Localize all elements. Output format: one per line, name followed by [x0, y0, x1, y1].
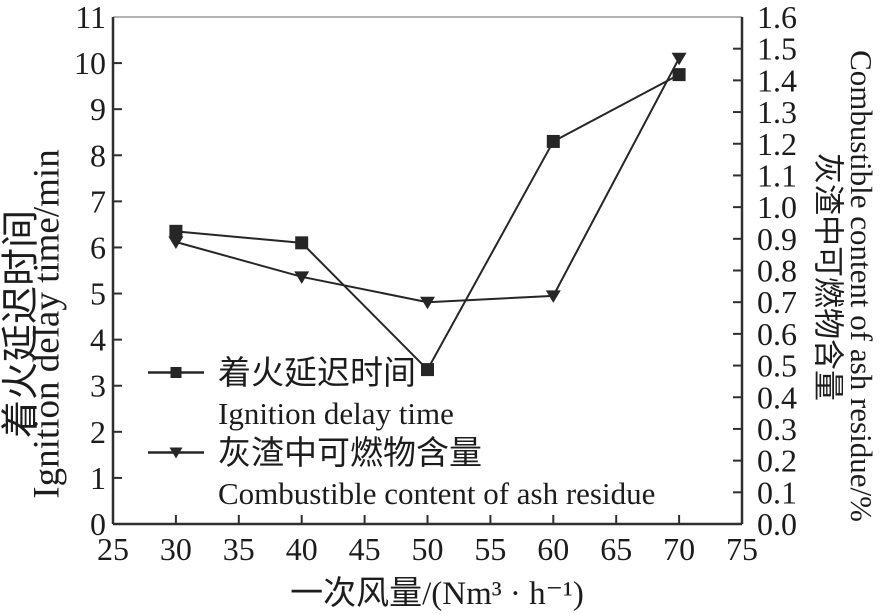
triangle-down-marker	[545, 290, 561, 303]
y-left-tick-label: 4	[90, 322, 106, 358]
legend-label-zh: 着火延迟时间	[218, 356, 416, 392]
legend-entry-combustible-content: 灰渣中可燃物含量 Combustible content of ash resi…	[148, 434, 655, 514]
y-left-tick-label: 8	[90, 137, 106, 173]
legend-text: 着火延迟时间 Ignition delay time	[218, 354, 454, 434]
y-right-tick-label: 0.2	[757, 443, 797, 479]
x-axis-title: 一次风量/(Nm³ · h⁻¹)	[290, 576, 584, 612]
x-tick-label: 25	[97, 531, 129, 567]
y-axis-title-right-en: Combustible content of ash residue/%	[844, 50, 879, 522]
y-left-tick-label: 2	[90, 414, 106, 450]
triangle-down-marker	[671, 52, 687, 66]
x-tick-label: 55	[474, 531, 506, 567]
y-axis-title-left-en: Ignition delay time/min	[26, 149, 68, 499]
y-right-tick-label: 0.5	[757, 348, 797, 384]
legend: 着火延迟时间 Ignition delay time 灰渣中可燃物含量 Comb…	[148, 354, 655, 514]
y-right-tick-label: 0.4	[757, 379, 797, 415]
y-right-tick-label: 1.6	[757, 0, 797, 35]
y-right-tick-label: 1.3	[757, 94, 797, 130]
triangle-down-marker	[420, 296, 435, 310]
y-left-tick-label: 9	[90, 91, 106, 127]
y-left-tick-label: 5	[90, 276, 106, 312]
y-right-tick-label: 0.8	[757, 253, 797, 289]
legend-triangle-marker-icon	[148, 447, 204, 459]
x-tick-label: 50	[412, 531, 444, 567]
legend-text: 灰渣中可燃物含量 Combustible content of ash resi…	[218, 434, 655, 514]
y-left-tick-label: 6	[90, 229, 106, 265]
x-tick-label: 35	[223, 531, 255, 567]
y-right-tick-label: 0.6	[757, 316, 797, 352]
triangle-down-marker	[294, 271, 310, 284]
legend-square-marker-icon	[148, 367, 204, 378]
y-right-tick-label: 1.1	[757, 157, 797, 193]
y-left-tick-label: 10	[74, 45, 106, 81]
y-left-tick-label: 7	[90, 183, 106, 219]
square-marker	[672, 68, 686, 82]
triangle-down-marker	[168, 236, 184, 249]
y-right-tick-label: 0.3	[757, 411, 797, 447]
x-tick-label: 40	[286, 531, 318, 567]
y-right-tick-label: 1.5	[757, 31, 797, 67]
y-right-tick-label: 0.0	[757, 506, 797, 542]
y-left-tick-label: 3	[90, 368, 106, 404]
x-tick-label: 60	[537, 531, 569, 567]
legend-label-en: Combustible content of ash residue	[218, 476, 656, 511]
y-left-tick-label: 1	[90, 460, 106, 496]
square-marker	[169, 224, 183, 238]
y-right-tick-label: 0.7	[757, 284, 797, 320]
y-left-tick-label: 11	[75, 0, 106, 35]
legend-entry-ignition-delay: 着火延迟时间 Ignition delay time	[148, 354, 655, 434]
y-left-tick-label: 0	[90, 506, 106, 542]
y-right-tick-label: 1.4	[757, 62, 797, 98]
y-right-tick-label: 0.1	[757, 474, 797, 510]
y-right-tick-label: 1.2	[757, 126, 797, 162]
legend-label-zh: 灰渣中可燃物含量	[218, 436, 482, 472]
x-tick-label: 75	[726, 531, 758, 567]
square-marker	[421, 363, 434, 377]
y-right-tick-label: 0.9	[757, 221, 797, 257]
y-right-tick-label: 1.0	[757, 189, 797, 225]
legend-label-en: Ignition delay time	[218, 396, 454, 431]
x-tick-label: 30	[160, 531, 192, 567]
square-marker	[546, 134, 560, 148]
x-tick-label: 70	[663, 531, 695, 567]
x-tick-label: 45	[349, 531, 381, 567]
series-line-square	[175, 73, 680, 372]
series-line-triangle-down	[175, 57, 680, 304]
x-tick-label: 65	[600, 531, 632, 567]
square-marker	[295, 236, 309, 250]
